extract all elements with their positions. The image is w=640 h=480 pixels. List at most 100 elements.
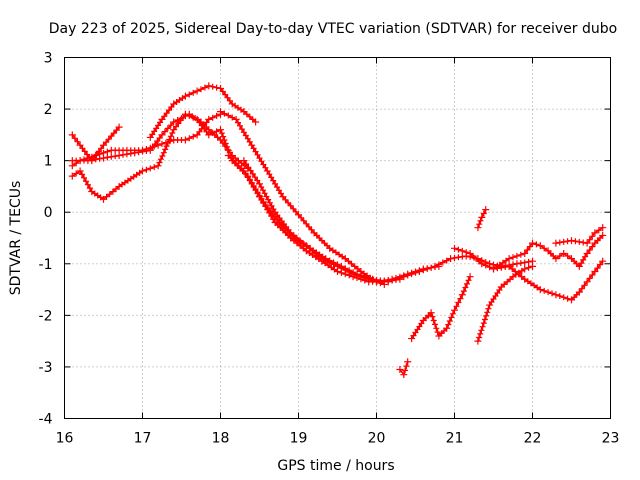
point-markers [525,264,532,271]
data-point [100,154,107,162]
data-point [415,268,423,276]
x-tick-label: 17 [134,431,152,447]
data-point [68,172,76,180]
point-markers [445,310,456,328]
x-tick-label: 19 [290,431,308,447]
point-markers [547,250,557,259]
data-point [240,157,248,165]
point-markers [488,287,503,305]
data-point [478,213,486,221]
point-markers [294,237,311,250]
point-markers [173,95,186,105]
y-tick-label: 0 [44,205,53,221]
data-point [400,273,408,281]
point-markers [578,282,588,292]
point-markers [453,295,464,310]
point-markers [342,265,357,276]
point-markers [556,293,571,302]
data-point [295,211,302,219]
point-markers [298,214,315,233]
y-tick-label: -4 [39,412,53,428]
data-point [583,239,591,247]
x-axis-label: GPS time / hours [277,458,394,474]
point-markers [338,269,353,279]
point-markers [389,275,403,284]
point-markers [493,257,509,270]
data-point [193,131,201,139]
y-tick-label: 1 [44,154,53,170]
data-point [505,255,513,263]
point-markers [322,260,338,273]
data-point [451,306,458,314]
point-markers [198,84,208,93]
data-point [482,206,490,214]
point-markers [476,305,492,341]
series-track-9 [228,157,536,286]
series-track-15 [490,257,607,304]
data-point [529,239,536,247]
data-point [384,278,392,286]
data-point [443,324,451,332]
point-markers [200,121,210,131]
point-markers [258,184,277,213]
point-markers [91,190,104,201]
point-markers [135,148,150,156]
point-markers [410,320,425,339]
data-point [400,371,408,379]
series-track-4 [68,110,252,172]
plot-frame [64,57,611,419]
data-point [474,337,482,345]
point-markers [96,148,111,158]
data-point [256,180,263,188]
point-markers [174,137,185,143]
series-track-16 [552,224,607,247]
point-markers [174,113,189,123]
data-point [591,229,599,237]
point-markers [435,257,450,268]
data-point [76,141,84,149]
point-markers [186,133,197,142]
series-track-10 [396,358,412,379]
point-markers [79,171,93,192]
point-markers [572,238,587,246]
point-markers [480,210,487,217]
data-point [490,265,497,273]
data-point [505,262,513,270]
chart-title: Day 223 of 2025, Sidereal Day-to-day VTE… [49,21,617,37]
data-point [181,136,189,144]
point-markers [422,312,432,321]
point-markers [209,112,220,121]
x-tick-label: 18 [212,431,230,447]
point-markers [274,222,292,239]
series-track-14 [451,231,607,273]
data-point [279,193,287,201]
data-point [263,167,271,175]
point-markers [243,111,256,123]
point-markers [246,176,265,202]
data-point [205,115,213,123]
x-tick-label: 23 [602,431,620,447]
point-markers [586,272,596,282]
point-markers [404,269,419,279]
point-markers [71,135,81,145]
data-point [552,239,560,247]
point-markers [402,363,410,374]
point-markers [219,88,233,104]
series-track-12 [474,262,536,345]
y-tick-label: 3 [44,51,53,67]
point-markers [586,233,596,243]
point-markers [209,83,220,91]
data-point [193,87,201,95]
data-point [170,118,178,126]
point-markers [103,127,120,146]
data-point [466,273,474,281]
data-point [431,262,439,270]
data-point [115,123,123,131]
data-point [513,260,521,268]
point-markers [578,253,589,267]
series-line [243,160,385,286]
point-markers [266,171,284,197]
point-markers [149,135,163,151]
data-point [217,84,224,92]
